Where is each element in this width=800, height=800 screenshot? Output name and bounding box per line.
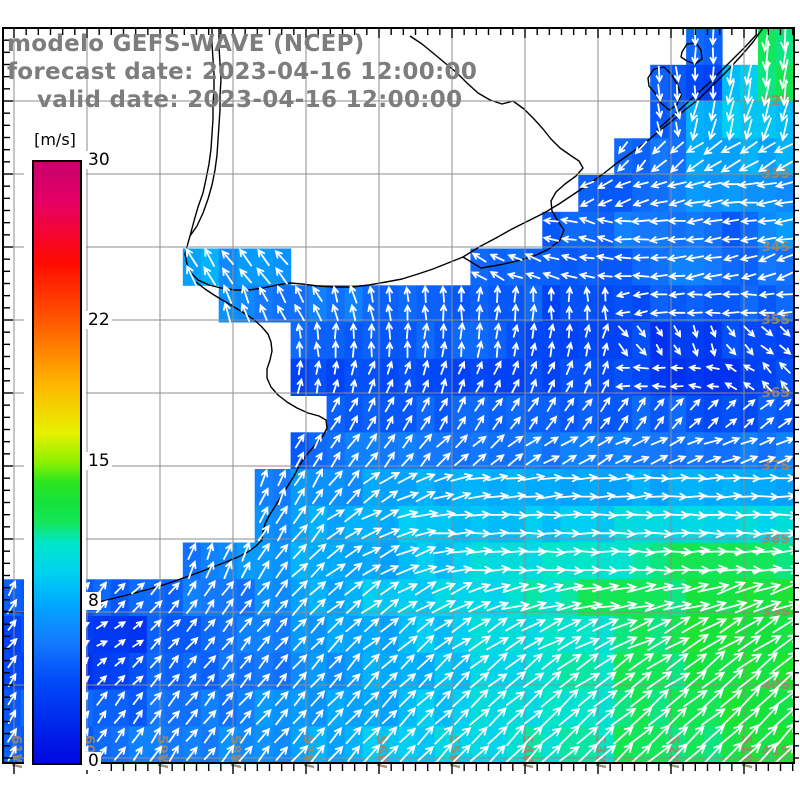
title-forecast-line: forecast date: 2023-04-16 12:00:00 [7, 59, 478, 85]
colorbar: [m/s] 30 22 15 8 0 [24, 128, 134, 778]
colorbar-tick-label: 15 [86, 450, 112, 471]
colorbar-gradient [32, 160, 82, 765]
latitude-label: 34S [761, 239, 790, 255]
title-block: modelo GEFS-WAVE (NCEP) forecast date: 2… [7, 30, 477, 114]
colorbar-unit-label: [m/s] [26, 130, 84, 149]
title-model-line: modelo GEFS-WAVE (NCEP) [7, 31, 365, 57]
title-valid-line: valid date: 2023-04-16 12:00:00 [37, 87, 463, 113]
latitude-label: 35S [761, 312, 790, 328]
colorbar-tick-label: 30 [86, 150, 112, 170]
colorbar-tick-label: 0 [86, 751, 101, 771]
latitude-label: 33S [761, 166, 790, 182]
colorbar-tick-label: 8 [86, 590, 101, 611]
colorbar-tick-label: 22 [86, 310, 112, 331]
